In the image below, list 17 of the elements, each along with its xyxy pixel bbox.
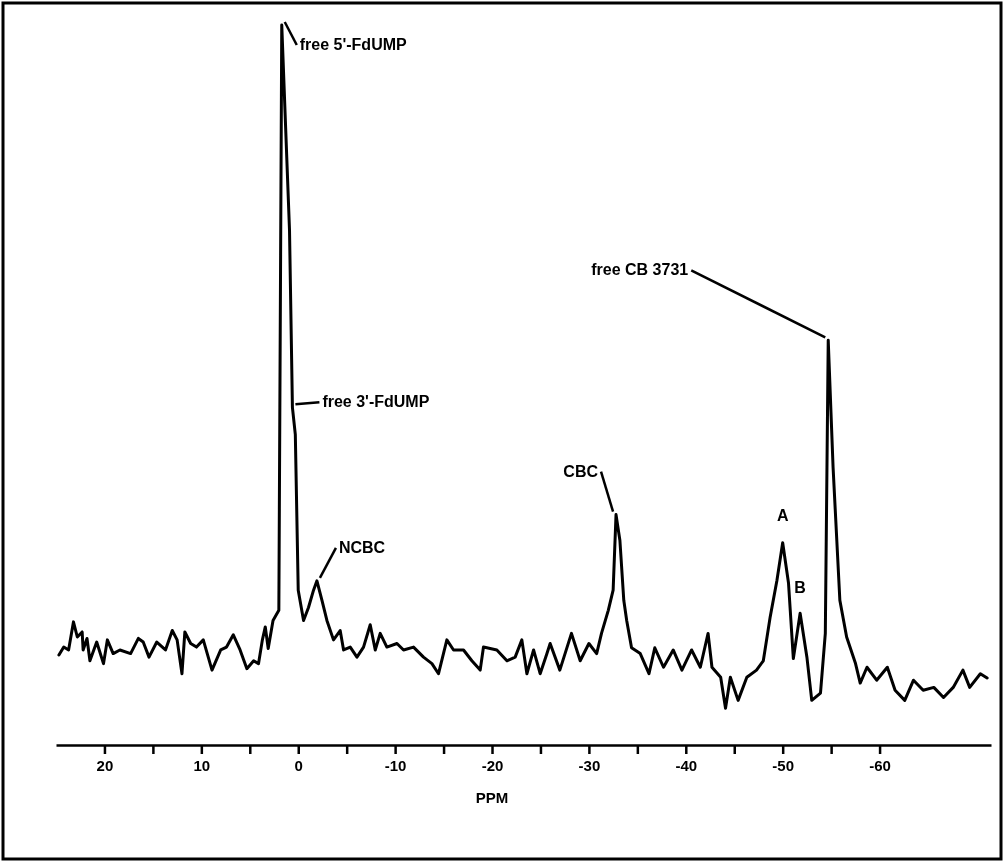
x-axis-title: PPM: [475, 789, 509, 806]
annotation: free 3'-FdUMP: [322, 393, 430, 411]
x-tick-label: 10: [193, 756, 211, 774]
annotation: NCBC: [338, 538, 386, 556]
annotation: free 5'-FdUMP: [299, 36, 408, 53]
annotation: A: [776, 506, 789, 524]
x-tick-label: 20: [96, 756, 114, 774]
annotation: free CB 3731: [591, 261, 689, 279]
x-tick-label: -10: [384, 756, 407, 774]
x-tick-label: -50: [772, 756, 795, 774]
annotation: B: [794, 579, 806, 597]
x-tick-label: -40: [675, 756, 698, 774]
x-tick-label: -20: [481, 756, 504, 774]
x-tick-label: -30: [578, 756, 601, 774]
x-tick-label: -60: [869, 756, 891, 774]
annotation: CBC: [563, 462, 599, 480]
x-tick-label: 0: [294, 756, 303, 774]
